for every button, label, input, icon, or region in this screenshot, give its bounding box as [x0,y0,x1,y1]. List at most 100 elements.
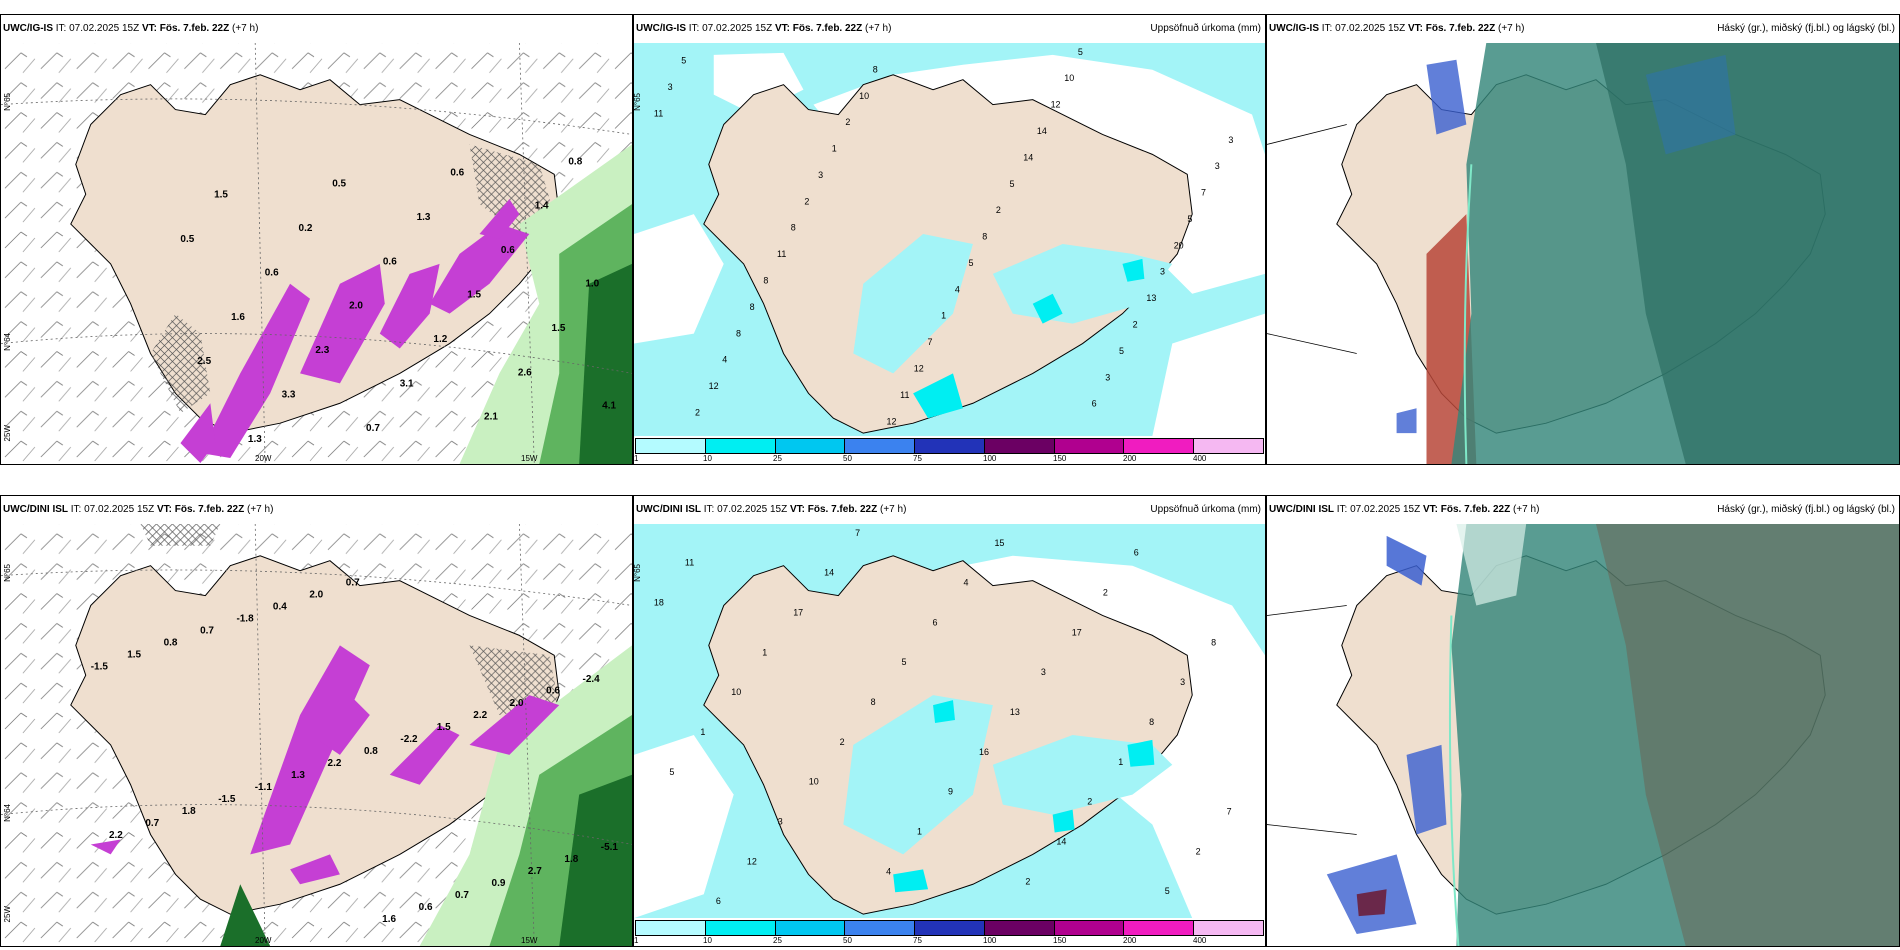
temperature-label: 2.1 [484,412,498,423]
precip-value-label: 5 [1187,214,1192,224]
precip-value-label: 13 [1146,293,1156,303]
precip-value-label: 2 [695,408,700,418]
precip-value-label: 8 [1149,717,1154,727]
precip-value-label: 1 [700,727,705,737]
model-name: UWC/DINI ISL [3,504,68,515]
colorbar-swatch [775,921,846,935]
temperature-label: 0.6 [450,167,464,178]
init-time: IT: 07.02.2025 15Z [1321,23,1406,34]
temperature-label: 1.3 [291,770,305,781]
colorbar-tick: 75 [913,936,922,945]
temperature-label: 0.2 [299,223,313,234]
colorbar-tick: 25 [773,454,782,463]
temperature-label: 4.1 [602,401,616,412]
precip-value-label: 5 [1078,47,1083,57]
colorbar-swatch [984,439,1055,453]
lead-time: (+7 h) [247,504,274,515]
colorbar-tick: 200 [1123,454,1137,463]
valid-time: VT: Fös. 7.feb. 22Z [774,23,863,34]
temperature-label: 1.5 [467,290,481,301]
precip-value-label: 1 [941,311,946,321]
lat-label: N°65 [3,564,12,582]
panel-title-bar: UWC/IG-IS IT: 07.02.2025 15Z VT: Fös. 7.… [1267,15,1899,43]
model-name: UWC/IG-IS [636,23,686,34]
temperature-label: 0.8 [164,638,178,649]
panel-accum-precip-igis: UWC/IG-IS IT: 07.02.2025 15Z VT: Fös. 7.… [633,14,1266,465]
temperature-label: 2.0 [309,590,323,601]
precip-value-label: 2 [840,737,845,747]
precip-value-label: 11 [900,390,909,400]
lat-label: N°65 [633,93,642,111]
panel-subtitle: Uppsöfnuð úrkoma (mm) [1150,504,1261,515]
precip-value-label: 12 [747,856,757,866]
precip-value-label: 6 [716,896,721,906]
init-time: IT: 07.02.2025 15Z [688,23,773,34]
panel-title-bar: UWC/IG-IS IT: 07.02.2025 15Z VT: Fös. 7.… [634,15,1265,43]
colorbar-tick: 100 [983,936,997,945]
colorbar-swatch [984,921,1055,935]
lon-label: 15W [521,936,538,945]
temperature-label: 0.7 [145,818,159,829]
colorbar-swatch [845,921,916,935]
colorbar-tick: 1 [634,936,639,945]
precip-value-label: 9 [948,787,953,797]
init-time: IT: 07.02.2025 15Z [70,504,155,515]
lat-label: N°64 [3,333,12,351]
panel-title-bar: UWC/DINI ISL IT: 07.02.2025 15Z VT: Fös.… [1,496,632,524]
precip-value-label: 4 [955,284,960,294]
temperature-label: 1.5 [552,323,566,334]
temperature-label: 0.6 [383,256,397,267]
precip-value-label: 8 [1211,637,1216,647]
precip-value-label: 14 [1023,152,1033,162]
temperature-label: 2.0 [510,698,524,709]
temperature-label: 1.2 [433,334,447,345]
colorbar-swatch [636,439,706,453]
lon-label: 25W [3,906,12,923]
temperature-label: 1.5 [437,722,451,733]
temperature-label: 0.6 [419,902,433,913]
lead-time: (+7 h) [1513,504,1540,515]
precip-value-label: 5 [969,258,974,268]
precip-value-label: 6 [933,617,938,627]
valid-time: VT: Fös. 7.feb. 22Z [789,504,878,515]
precip-value-label: 2 [1133,320,1138,330]
temperature-label: 0.9 [492,878,506,889]
temperature-label: -5.1 [601,842,619,853]
panel-title-bar: UWC/DINI ISL IT: 07.02.2025 15Z VT: Fös.… [1267,496,1899,524]
init-time: IT: 07.02.2025 15Z [1336,504,1421,515]
precip-value-label: 7 [927,337,932,347]
map-accum-precip: 1816633225574121214848911131217106826515… [634,523,1265,919]
precip-value-label: 4 [963,578,968,588]
precip-value-label: 5 [1119,346,1124,356]
init-time: IT: 07.02.2025 15Z [55,23,140,34]
colorbar-swatch [705,439,776,453]
precip-value-label: 8 [982,232,987,242]
precip-value-label: 7 [1201,188,1206,198]
model-name: UWC/IG-IS [3,23,53,34]
precip-value-label: 1 [1118,757,1123,767]
valid-time: VT: Fös. 7.feb. 22Z [156,504,245,515]
temperature-label: 1.4 [535,201,549,212]
colorbar-tick: 25 [773,936,782,945]
precip-value-label: 13 [1010,707,1020,717]
precip-value-label: 11 [777,249,786,259]
temperature-label: 1.6 [382,914,396,925]
panel-accum-precip-dini: UWC/DINI ISL IT: 07.02.2025 15Z VT: Fös.… [633,495,1266,947]
temperature-label: 0.5 [332,179,346,190]
precip-value-label: 6 [1134,548,1139,558]
valid-time: VT: Fös. 7.feb. 22Z [141,23,230,34]
temperature-label: 0.8 [568,156,582,167]
valid-time: VT: Fös. 7.feb. 22Z [1407,23,1496,34]
precip-value-label: 10 [1064,73,1074,83]
map-wind-precip: -1.5 0.4 0.7 2.2 1.3 2.2 1.5 2.0 0.9 0.7 2.2 2.0 0.8… [1,496,632,946]
precip-value-label: 12 [709,381,719,391]
precip-value-label: 3 [1105,372,1110,382]
precip-value-label: 14 [824,568,834,578]
precip-value-label: 6 [1092,399,1097,409]
precip-value-label: 2 [845,117,850,127]
precip-value-label: 12 [886,416,896,426]
temperature-label: 0.7 [366,423,380,434]
temperature-label: 2.0 [349,301,363,312]
precip-value-label: 5 [669,767,674,777]
map-accum-precip: 1124333555182222131210534814208121458111… [634,42,1265,437]
